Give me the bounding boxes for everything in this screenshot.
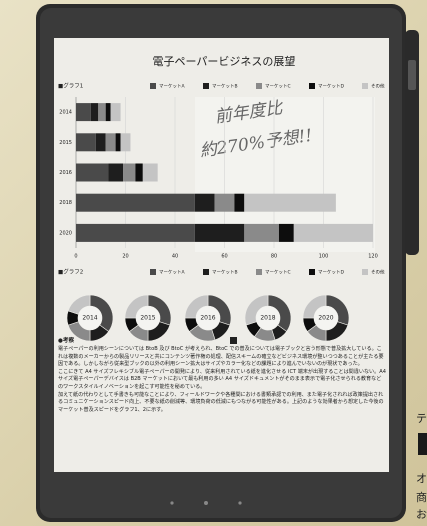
bar-segment — [121, 133, 131, 151]
x-tick-label: 40 — [172, 254, 178, 260]
bar-segment — [195, 194, 215, 212]
legend-label: マーケットA — [159, 269, 185, 276]
legend-label: その他 — [371, 83, 385, 90]
bar-segment — [244, 194, 336, 212]
page: 電子ペーパービジネスの展望 ■グラフ1 ■グラフ2 前年度比 約270%予想!!… — [0, 0, 427, 526]
legend-swatch — [203, 83, 209, 89]
device-photo: 電子ペーパービジネスの展望 ■グラフ1 ■グラフ2 前年度比 約270%予想!!… — [0, 0, 427, 526]
bar-segment — [215, 194, 235, 212]
legend-swatch — [203, 269, 209, 275]
bar-segment — [111, 103, 121, 121]
chart-subtitle: ■グラフ2 — [58, 268, 83, 276]
bar-segment — [279, 224, 294, 242]
legend-swatch — [309, 83, 315, 89]
document: ●考察 電子ペーパーの利用シーンについては BtoB 及び BtoC が考えられ… — [58, 338, 386, 415]
legend-label: マーケットD — [318, 83, 344, 90]
legend-swatch — [150, 83, 156, 89]
legend-label: マーケットD — [318, 269, 344, 276]
legend-label: その他 — [371, 269, 385, 276]
legend-label: マーケットC — [265, 83, 291, 90]
legend-label: マーケットA — [159, 83, 185, 90]
bar-segment — [76, 194, 195, 212]
side-text: お — [416, 506, 427, 522]
side-box — [418, 433, 427, 455]
legend-swatch — [256, 269, 262, 275]
bar-segment — [106, 103, 111, 121]
bar-segment — [123, 164, 135, 182]
bar-segment — [294, 224, 373, 242]
bar-segment — [143, 164, 158, 182]
y-tick-label: 2014 — [59, 110, 72, 116]
donut-label: 2018 — [260, 315, 275, 322]
legend-swatch — [150, 269, 156, 275]
doc-paragraph: 電子ペーパーの利用シーンについては BtoB 及び BtoC が考えられ、Bto… — [58, 346, 386, 368]
doc-heading: ●考察 — [58, 338, 386, 345]
chart-title: 電子ペーパービジネスの展望 — [153, 55, 296, 68]
y-tick-label: 2018 — [59, 200, 72, 206]
x-tick-label: 0 — [74, 254, 77, 260]
bar-segment — [91, 103, 98, 121]
chart-subtitle: ■グラフ1 — [58, 82, 83, 90]
bar-segment — [195, 224, 245, 242]
bar-segment — [98, 103, 105, 121]
legend-swatch — [309, 269, 315, 275]
side-text: テ — [416, 410, 427, 426]
x-tick-label: 60 — [221, 254, 227, 260]
bar-segment — [96, 133, 106, 151]
y-tick-label: 2016 — [59, 170, 72, 176]
bar-segment — [76, 164, 108, 182]
doc-paragraph: 加えて紙の代わりとして手書きも可能なことにより、フィールドワークや各種間における… — [58, 392, 386, 414]
donut-label: 2016 — [200, 315, 215, 322]
donut-label: 2015 — [140, 315, 155, 322]
bar-segment — [108, 164, 123, 182]
donut-label: 2020 — [318, 315, 333, 322]
x-tick-label: 100 — [319, 254, 329, 260]
y-tick-label: 2015 — [59, 140, 72, 146]
legend-swatch — [362, 269, 368, 275]
stylus-clip — [408, 60, 416, 90]
bar-segment — [76, 224, 195, 242]
legend-label: マーケットC — [265, 269, 291, 276]
legend-label: マーケットB — [212, 83, 238, 90]
x-tick-label: 20 — [122, 254, 128, 260]
y-tick-label: 2020 — [59, 230, 72, 236]
x-tick-label: 80 — [271, 254, 277, 260]
bar-segment — [76, 103, 91, 121]
bar-segment — [76, 133, 96, 151]
x-tick-label: 120 — [368, 254, 378, 260]
bar-segment — [106, 133, 116, 151]
doc-paragraph: ここにきて A4 サイズフレキシブル電子ペーパーの開発により、従来利用されている… — [58, 369, 386, 391]
donut-label: 2014 — [82, 315, 97, 322]
bar-segment — [135, 164, 142, 182]
bar-segment — [116, 133, 121, 151]
bar-segment — [244, 224, 279, 242]
side-text: 商 — [416, 489, 427, 505]
side-text: オ — [416, 470, 427, 486]
legend-swatch — [256, 83, 262, 89]
legend-swatch — [362, 83, 368, 89]
bar-segment — [234, 194, 244, 212]
legend-label: マーケットB — [212, 269, 238, 276]
